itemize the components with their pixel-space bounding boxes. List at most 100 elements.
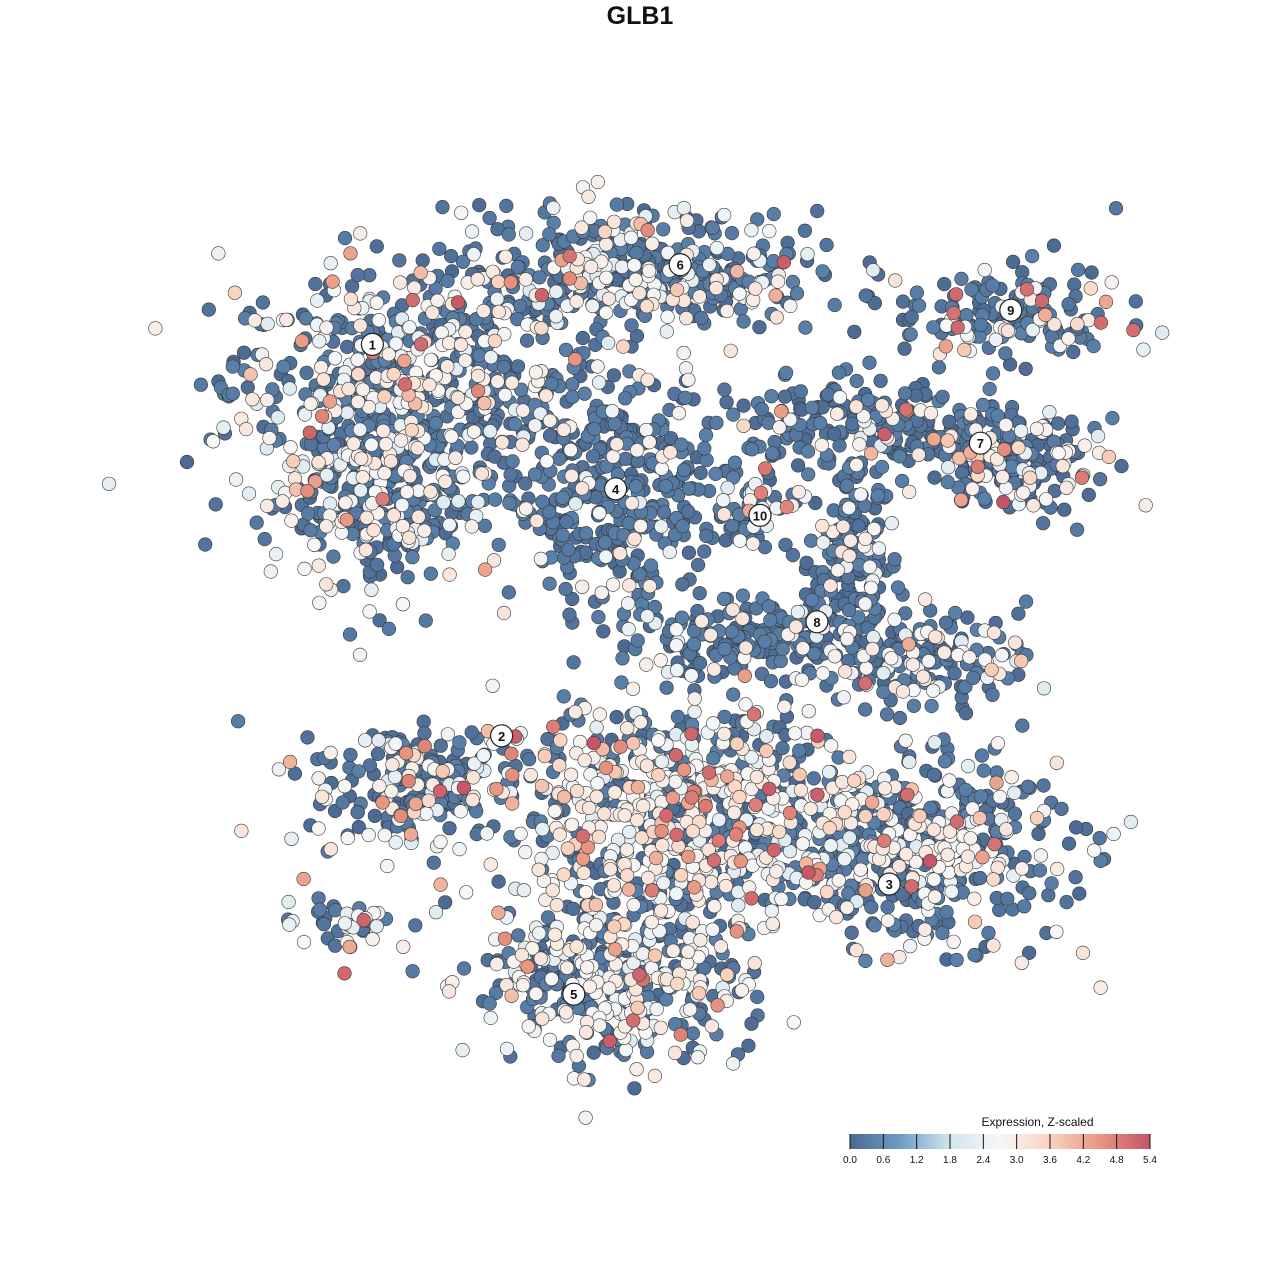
data-point (545, 845, 560, 861)
data-point (738, 697, 753, 712)
data-point (849, 399, 864, 414)
data-point (454, 205, 469, 220)
data-point (302, 425, 317, 440)
data-point (697, 544, 712, 559)
data-point (561, 542, 576, 557)
data-point (515, 437, 530, 452)
data-point (1128, 294, 1143, 309)
data-point (614, 259, 630, 275)
data-point (627, 258, 642, 273)
data-point (372, 613, 387, 628)
data-point (639, 657, 654, 672)
data-point (234, 823, 249, 839)
data-point (770, 274, 786, 289)
data-point (814, 438, 829, 453)
data-point (765, 446, 780, 461)
colorbar-tick-label: 0.0 (843, 1155, 857, 1166)
colorbar-tick-label: 4.8 (1110, 1155, 1124, 1166)
data-point (1036, 778, 1051, 793)
data-point (260, 498, 275, 514)
data-point (577, 386, 592, 401)
data-point (553, 733, 568, 748)
data-point (282, 917, 297, 932)
data-point (1026, 498, 1041, 513)
legend-title: Expression, Z-scaled (981, 1115, 1094, 1129)
data-point (342, 939, 357, 955)
cluster-label-marker (490, 724, 514, 748)
data-point (859, 661, 874, 676)
data-point (876, 807, 891, 822)
data-point (964, 282, 979, 297)
data-point (1022, 470, 1038, 485)
data-point (744, 223, 759, 238)
data-point (284, 513, 299, 528)
data-point (793, 782, 809, 798)
data-point (598, 305, 614, 320)
data-point (938, 339, 953, 354)
data-point (399, 484, 415, 500)
data-point (404, 423, 419, 438)
data-point (464, 440, 479, 455)
data-point (395, 518, 411, 534)
data-point (510, 359, 526, 374)
data-point (442, 984, 457, 999)
data-point (311, 821, 326, 836)
data-point (101, 476, 117, 491)
data-point (279, 312, 294, 327)
data-point (653, 903, 669, 918)
data-point (535, 238, 550, 253)
data-point (716, 507, 732, 522)
data-point (496, 605, 512, 621)
data-point (819, 884, 835, 900)
data-point (676, 462, 692, 478)
data-point (574, 220, 589, 235)
data-point (1093, 315, 1108, 330)
data-point (423, 484, 438, 499)
data-point (931, 360, 947, 375)
data-point (926, 320, 941, 335)
data-point (801, 704, 816, 719)
data-point (880, 899, 895, 915)
data-point (411, 509, 426, 525)
data-point (909, 285, 925, 300)
data-point (566, 655, 581, 670)
data-point (527, 467, 543, 482)
data-point (997, 442, 1012, 457)
data-point (372, 778, 387, 794)
data-point (792, 767, 807, 782)
data-point (815, 264, 830, 279)
data-point (578, 885, 594, 900)
data-point (1077, 438, 1092, 453)
data-point (935, 925, 950, 941)
data-point (555, 528, 570, 543)
data-point (1007, 785, 1022, 801)
data-point (908, 854, 924, 870)
data-point (569, 1048, 584, 1064)
data-point (704, 874, 719, 890)
data-point (819, 237, 834, 253)
data-point (300, 730, 315, 745)
data-point (842, 830, 857, 845)
data-point (684, 726, 699, 741)
data-point (987, 837, 1002, 852)
data-point (895, 684, 911, 699)
data-point (807, 646, 822, 661)
data-point (1138, 498, 1153, 513)
data-point (912, 808, 928, 824)
data-point (375, 795, 390, 810)
data-point (471, 495, 486, 510)
data-point (1044, 876, 1059, 891)
data-point (639, 758, 655, 773)
data-point (528, 986, 544, 1001)
data-point (1008, 635, 1023, 650)
data-point (606, 214, 622, 229)
data-point (790, 458, 806, 473)
data-point (669, 827, 684, 843)
data-point (786, 1015, 801, 1030)
data-point (686, 636, 702, 652)
data-point (562, 607, 577, 622)
data-point (547, 927, 563, 942)
data-point (774, 891, 789, 907)
data-point (1007, 806, 1023, 821)
data-point (768, 288, 783, 303)
